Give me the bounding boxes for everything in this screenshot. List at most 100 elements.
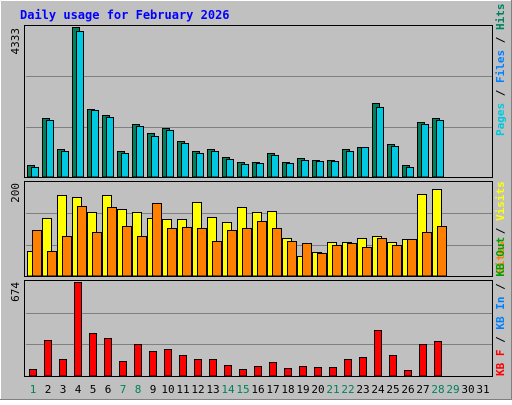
hits-bar-files-day-6 (106, 117, 114, 178)
day-label-4: 4 (75, 383, 82, 396)
day-label-23: 23 (356, 383, 369, 396)
visits-bar-sites-day-20 (317, 253, 327, 277)
visits-bar-sites-day-1 (32, 230, 42, 277)
kbytes-bar-kb-f-day-5 (89, 333, 97, 377)
day-label-12: 12 (191, 383, 204, 396)
kbytes-bar-kb-f-day-13 (209, 359, 217, 377)
chart-title: Daily usage for February 2026 (20, 8, 230, 22)
hits-bar-files-day-17 (271, 155, 279, 178)
kbytes-bar-kb-f-day-21 (329, 367, 337, 377)
kbytes-bar-kb-f-day-2 (44, 340, 52, 377)
kbytes-bar-kb-f-day-8 (134, 344, 142, 377)
visits-bar-sites-day-24 (377, 238, 387, 277)
hits-bar-files-day-20 (316, 161, 324, 178)
day-label-16: 16 (251, 383, 264, 396)
kbytes-bar-kb-f-day-28 (434, 341, 442, 377)
kbytes-bar-kb-f-day-1 (29, 369, 37, 377)
day-label-7: 7 (120, 383, 127, 396)
kbytes-bar-kb-f-day-10 (164, 349, 172, 377)
day-label-14: 14 (221, 383, 235, 396)
kbytes-bar-kb-f-day-26 (404, 370, 412, 377)
kbytes-bar-kb-f-day-24 (374, 330, 382, 377)
label-sites: Sites (494, 241, 507, 274)
day-label-20: 20 (311, 383, 324, 396)
day-label-3: 3 (60, 383, 67, 396)
day-label-19: 19 (296, 383, 309, 396)
bars (27, 27, 447, 377)
hits-bar-files-day-28 (436, 120, 444, 178)
hits-bar-files-day-1 (31, 167, 39, 178)
day-label-13: 13 (206, 383, 219, 396)
day-label-15: 15 (236, 383, 249, 396)
day-label-8: 8 (135, 383, 142, 396)
visits-bar-sites-day-25 (392, 245, 402, 277)
day-label-11: 11 (176, 383, 189, 396)
day-label-31: 31 (476, 383, 489, 396)
kbytes-bar-kb-f-day-3 (59, 359, 67, 377)
day-label-26: 26 (401, 383, 414, 396)
visits-bar-sites-day-19 (302, 243, 312, 277)
hits-bar-files-day-25 (391, 146, 399, 178)
day-label-29: 29 (446, 383, 459, 396)
day-label-18: 18 (281, 383, 294, 396)
day-label-1: 1 (30, 383, 37, 396)
kbytes-bar-kb-f-day-27 (419, 344, 427, 377)
label-kb-in: KB In (494, 297, 507, 330)
kbytes-bar-kb-f-day-15 (239, 369, 247, 377)
hits-bar-files-day-10 (166, 130, 174, 178)
kbytes-bar-kb-f-day-16 (254, 366, 262, 377)
visits-bar-sites-day-5 (92, 232, 102, 277)
day-label-30: 30 (461, 383, 474, 396)
kbytes-ymax-label: 674 (9, 282, 22, 302)
label-kb-out: KB Out (494, 237, 507, 277)
hits-ymax-label: 4333 (9, 28, 22, 55)
visits-ymax-label: 200 (9, 183, 22, 203)
label-kb-f: KB F (494, 350, 507, 377)
hits-bar-files-day-2 (46, 120, 54, 178)
hits-bar-files-day-5 (91, 110, 99, 178)
label-sep-5: / (494, 277, 507, 297)
visits-bar-sites-day-16 (257, 221, 267, 277)
hits-bar-files-day-24 (376, 107, 384, 178)
kbytes-bar-kb-f-day-14 (224, 365, 232, 377)
panel-kbytes (24, 280, 493, 377)
hits-bar-files-day-27 (421, 124, 429, 178)
hits-series-label: Pages / Files / Hits (494, 4, 507, 137)
visits-bar-sites-day-28 (437, 226, 447, 277)
day-labels: 1 2 3 4 5 6 7 8 9 10 11 12 13 14 15 16 17 18 19 20 21 22 23 24 2… (30, 383, 490, 396)
hits-bar-files-day-12 (196, 153, 204, 178)
kbytes-bar-kb-f-day-18 (284, 368, 292, 377)
hits-bar-files-day-11 (181, 143, 189, 178)
day-label-17: 17 (266, 383, 279, 396)
day-label-6: 6 (105, 383, 112, 396)
visits-bar-sites-day-11 (182, 227, 192, 277)
day-label-25: 25 (386, 383, 399, 396)
visits-bar-sites-day-21 (332, 245, 342, 277)
label-sep-2: / (494, 30, 507, 50)
day-label-27: 27 (416, 383, 429, 396)
kbytes-bar-kb-f-day-7 (119, 361, 127, 377)
label-hits: Hits (494, 4, 507, 31)
visits-bar-sites-day-22 (347, 243, 357, 277)
visits-bar-sites-day-8 (137, 236, 147, 277)
hits-bar-files-day-15 (241, 164, 249, 178)
kbytes-bar-kb-f-day-17 (269, 362, 277, 377)
hits-bar-files-day-13 (211, 151, 219, 178)
kbytes-bar-kb-f-day-12 (194, 359, 202, 377)
hits-bar-files-day-19 (301, 160, 309, 178)
hits-bar-files-day-9 (151, 136, 159, 178)
kbytes-bar-kb-f-day-25 (389, 355, 397, 377)
kbytes-bar-kb-f-day-4 (74, 282, 82, 377)
day-label-10: 10 (161, 383, 174, 396)
label-visits: Visits (494, 181, 507, 221)
hits-bar-files-day-16 (256, 163, 264, 178)
visits-bar-sites-day-26 (407, 239, 417, 277)
label-sep-1: / (494, 83, 507, 103)
day-label-5: 5 (90, 383, 97, 396)
kbytes-bar-kb-f-day-23 (359, 357, 367, 377)
day-label-2: 2 (45, 383, 52, 396)
day-label-9: 9 (150, 383, 157, 396)
visits-bar-sites-day-18 (287, 241, 297, 277)
label-files: Files (494, 50, 507, 83)
